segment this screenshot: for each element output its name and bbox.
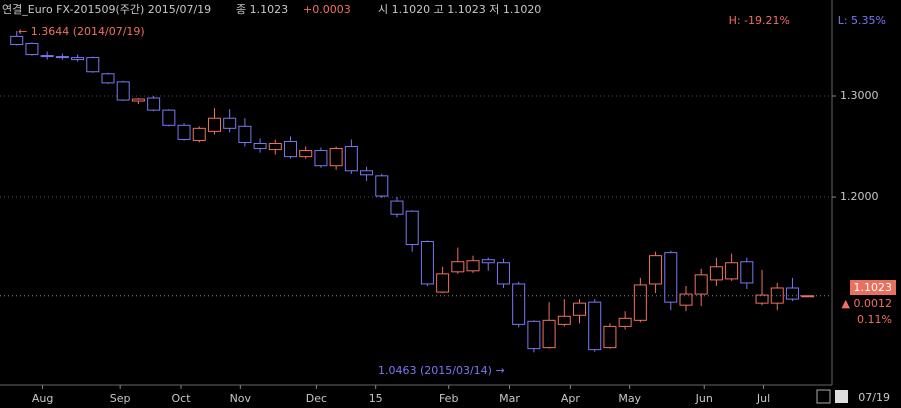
candle-body (238, 125, 252, 143)
change-label: +0.0003 (303, 3, 351, 16)
candle-body (10, 35, 24, 45)
x-tick-label: Feb (439, 392, 458, 405)
candle-body (451, 261, 465, 273)
x-tick-label: Oct (171, 392, 191, 405)
candle-body (101, 73, 115, 84)
candle-body (314, 150, 328, 167)
x-tick-label: May (618, 392, 641, 405)
candle-body (147, 97, 161, 111)
ohl-label: 시 1.1020 고 1.1023 저 1.1020 (378, 3, 541, 16)
candle-body (86, 57, 100, 73)
candle-body (664, 252, 678, 303)
candle-body (512, 283, 526, 325)
candle-body (284, 140, 298, 158)
y-tick-label: 1.2000 (840, 190, 879, 203)
candle-body (709, 266, 723, 281)
candle-body (588, 301, 602, 351)
candle-body (740, 261, 754, 284)
candle-body (375, 175, 389, 197)
x-tick-label: Dec (306, 392, 327, 405)
chart-title: 연결_Euro FX-201509(주간) 2015/07/19 (2, 3, 211, 16)
candle-body (192, 127, 206, 141)
candle-body (420, 241, 434, 285)
x-tick-label: Apr (561, 392, 581, 405)
candle-body (177, 124, 191, 140)
candle-body (694, 274, 708, 295)
y-tick-label: 1.3000 (840, 89, 879, 102)
candle-body (618, 317, 632, 327)
date-label: 07/19 (858, 391, 890, 404)
candle-body (725, 262, 739, 280)
candle-body (207, 117, 221, 132)
last-change-pct: 0.11% (857, 313, 892, 326)
candle-body (649, 255, 663, 285)
candle-body (344, 146, 358, 172)
close-label: 종 1.1023 (236, 3, 288, 16)
candle-body (329, 148, 343, 167)
candle-body (603, 325, 617, 349)
draw-icon[interactable] (816, 389, 831, 404)
x-tick-label: Jul (756, 392, 770, 405)
candle-body (40, 55, 54, 58)
candle-body (436, 273, 450, 293)
x-tick-label: Aug (32, 392, 53, 405)
candle-body (116, 81, 130, 101)
candle-body (466, 260, 480, 272)
candle-body (131, 98, 145, 102)
candle-body (633, 284, 647, 321)
x-tick-label: Sep (110, 392, 131, 405)
candle-body (55, 56, 69, 59)
last-change: ▲ 0.0012 (842, 297, 892, 310)
candle-body (223, 117, 237, 129)
last-price-box (850, 280, 896, 295)
x-tick-label: 15 (369, 392, 383, 405)
candle-body (755, 294, 769, 304)
zoom-icon[interactable] (835, 390, 848, 403)
candle-body (25, 42, 39, 56)
candle-body (679, 293, 693, 306)
candle-body (162, 109, 176, 126)
candle-body (390, 200, 404, 215)
candle-body (785, 287, 799, 300)
candle-body (770, 287, 784, 304)
low-pct: L: 5.35% (838, 14, 886, 27)
candle-body (527, 320, 541, 350)
x-tick-label: Mar (499, 392, 520, 405)
candle-body (496, 262, 510, 285)
candle-body (557, 315, 571, 325)
x-tick-label: Nov (230, 392, 252, 405)
last-price: 1.1023 (854, 281, 893, 294)
candle-body (71, 57, 85, 61)
candle-body (253, 142, 267, 150)
low-note: 1.0463 (2015/03/14) → (378, 364, 505, 377)
candle-body (801, 295, 815, 298)
candle-body (573, 302, 587, 316)
candle-body (405, 210, 419, 246)
candle-body (360, 170, 374, 176)
candle-body (299, 150, 313, 158)
high-pct: H: -19.21% (729, 14, 790, 27)
candle-body (481, 259, 495, 264)
candle-body (268, 142, 282, 151)
candle-body (542, 319, 556, 349)
high-note: ← 1.3644 (2014/07/19) (18, 25, 145, 38)
x-tick-label: Jun (695, 392, 713, 405)
